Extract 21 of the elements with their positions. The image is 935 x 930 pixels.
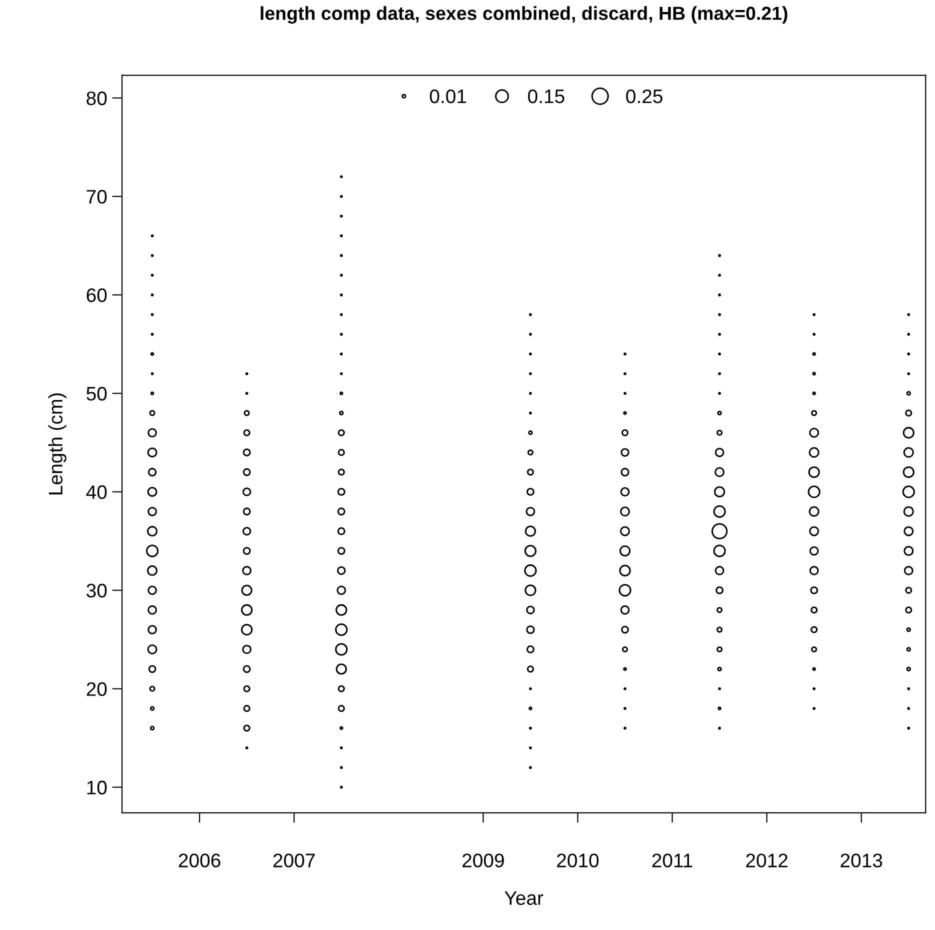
- x-tick-label: 2011: [652, 854, 692, 868]
- x-axis-title: Year: [504, 891, 544, 905]
- y-tick-label: 40: [86, 485, 107, 500]
- x-tick-label: 2009: [462, 854, 504, 868]
- y-tick-label: 70: [86, 190, 107, 204]
- x-tick-label: 2006: [178, 854, 220, 868]
- legend-label: 0.01: [430, 89, 466, 104]
- y-tick-label: 80: [86, 91, 107, 106]
- x-tick-label: 2013: [840, 854, 882, 868]
- y-tick-label: 30: [86, 584, 107, 598]
- x-tick-label: 2012: [746, 854, 788, 868]
- chart-title: length comp data, sexes combined, discard, HB (max=0.21): [260, 6, 788, 24]
- y-tick-label: 20: [86, 682, 107, 696]
- y-axis-title: Length (cm): [48, 393, 66, 494]
- x-tick-label: 2007: [273, 854, 315, 868]
- x-tick-label: 2010: [557, 854, 599, 868]
- legend-label: 0.25: [626, 89, 662, 104]
- y-tick-label: 10: [87, 780, 107, 794]
- y-tick-label: 50: [86, 386, 107, 401]
- legend-label: 0.15: [528, 89, 564, 104]
- y-tick-label: 60: [86, 288, 107, 302]
